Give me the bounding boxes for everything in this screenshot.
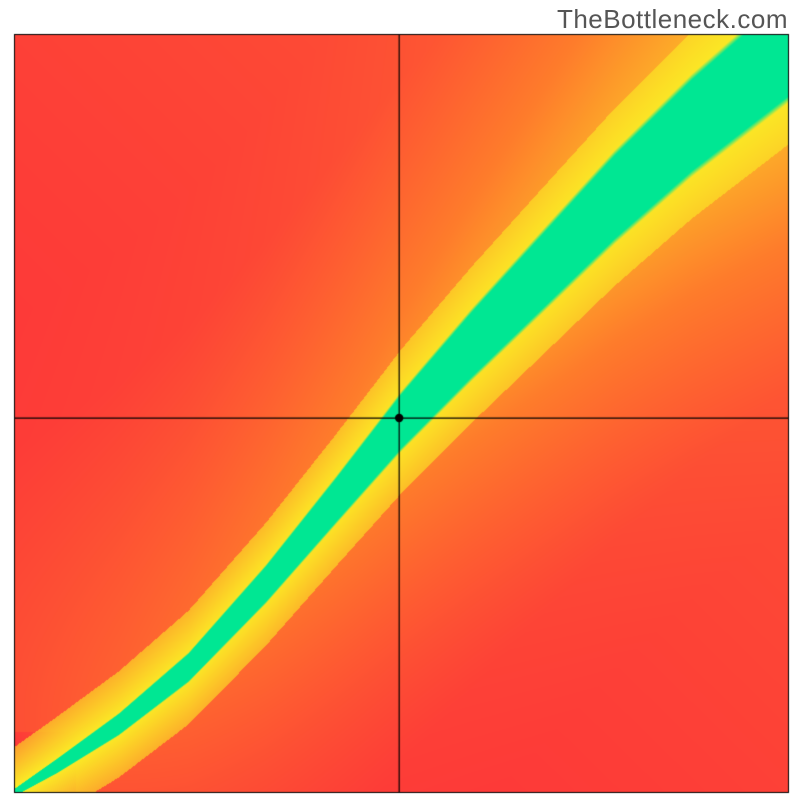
- watermark-text: TheBottleneck.com: [557, 4, 788, 35]
- bottleneck-heatmap: [0, 0, 800, 800]
